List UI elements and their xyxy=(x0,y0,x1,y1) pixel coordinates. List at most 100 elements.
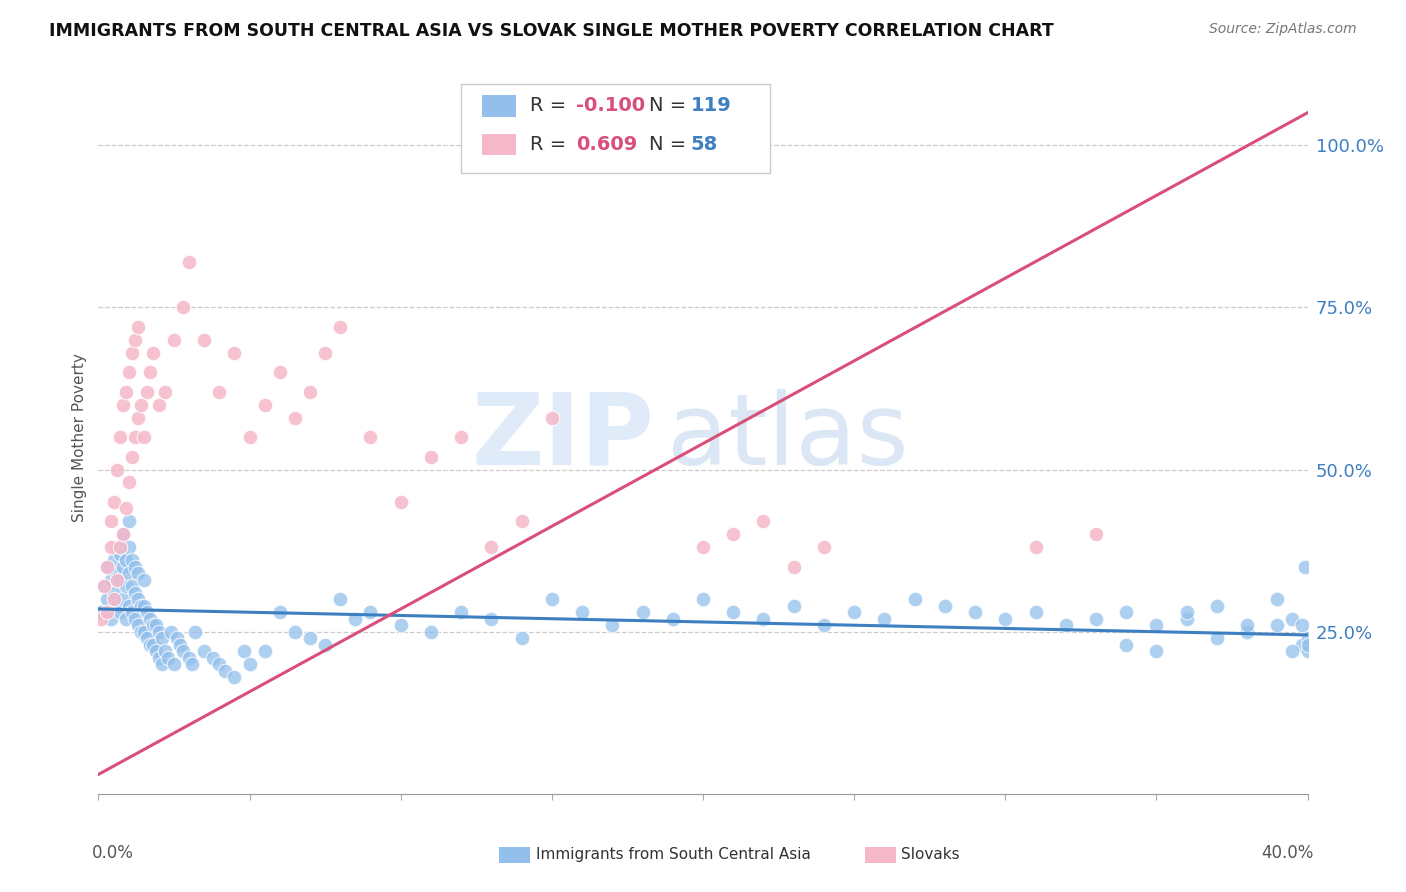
Point xyxy=(172,301,194,315)
Point xyxy=(1206,599,1229,613)
Text: 119: 119 xyxy=(690,96,731,115)
Point xyxy=(1294,559,1316,574)
Point xyxy=(105,541,128,555)
Point xyxy=(139,365,162,379)
Point xyxy=(118,475,141,490)
Point xyxy=(1291,618,1313,632)
Point xyxy=(108,605,131,619)
Point xyxy=(114,384,136,399)
Point xyxy=(142,345,165,359)
Point xyxy=(163,657,186,672)
Point xyxy=(108,547,131,561)
FancyBboxPatch shape xyxy=(461,84,769,173)
Point xyxy=(752,612,775,626)
Point xyxy=(132,430,155,444)
Point xyxy=(450,605,472,619)
Point xyxy=(1267,592,1289,607)
Point xyxy=(153,644,176,658)
Text: Slovaks: Slovaks xyxy=(901,847,960,862)
Point xyxy=(105,566,128,581)
Point xyxy=(420,624,443,639)
Point xyxy=(111,559,134,574)
Point xyxy=(661,612,683,626)
Text: R =: R = xyxy=(530,135,572,154)
Point xyxy=(121,579,143,593)
Point xyxy=(111,527,134,541)
Y-axis label: Single Mother Poverty: Single Mother Poverty xyxy=(72,352,87,522)
Point xyxy=(100,573,122,587)
Point xyxy=(127,592,149,607)
Point xyxy=(166,631,188,645)
Point xyxy=(124,430,146,444)
Point xyxy=(314,638,336,652)
Point xyxy=(540,410,562,425)
Point xyxy=(360,430,382,444)
Point xyxy=(114,612,136,626)
Point xyxy=(145,644,167,658)
Point xyxy=(100,541,122,555)
Point xyxy=(1024,605,1046,619)
Point xyxy=(103,586,125,600)
Point xyxy=(813,541,835,555)
FancyBboxPatch shape xyxy=(482,95,516,117)
Point xyxy=(135,605,157,619)
Point xyxy=(329,592,352,607)
Point xyxy=(135,631,157,645)
Point xyxy=(329,319,352,334)
Point xyxy=(389,495,412,509)
Point xyxy=(389,618,412,632)
Point xyxy=(105,599,128,613)
Point xyxy=(108,430,131,444)
Point xyxy=(96,559,118,574)
Point xyxy=(224,345,246,359)
Point xyxy=(253,398,276,412)
Point xyxy=(145,618,167,632)
Point xyxy=(132,624,155,639)
Point xyxy=(148,624,170,639)
Point xyxy=(239,430,262,444)
Point xyxy=(1024,541,1046,555)
Point xyxy=(692,541,714,555)
Point xyxy=(299,384,322,399)
Point xyxy=(269,365,291,379)
Point xyxy=(90,605,112,619)
Point xyxy=(1281,644,1303,658)
Point xyxy=(103,592,125,607)
Point xyxy=(111,592,134,607)
Point xyxy=(1085,612,1108,626)
Point xyxy=(148,650,170,665)
Point xyxy=(540,592,562,607)
Point xyxy=(127,566,149,581)
Point xyxy=(100,515,122,529)
Point xyxy=(1281,612,1303,626)
Point xyxy=(602,618,624,632)
Point xyxy=(1085,527,1108,541)
Point xyxy=(510,631,533,645)
Point xyxy=(994,612,1017,626)
Point xyxy=(934,599,956,613)
Point xyxy=(1291,638,1313,652)
Point xyxy=(127,618,149,632)
Point xyxy=(783,599,806,613)
Point xyxy=(111,527,134,541)
Point xyxy=(105,462,128,476)
Point xyxy=(172,644,194,658)
Point xyxy=(129,624,152,639)
Point xyxy=(118,566,141,581)
Point xyxy=(93,579,115,593)
Point xyxy=(481,612,503,626)
Point xyxy=(1296,644,1319,658)
Point xyxy=(844,605,866,619)
Point xyxy=(124,333,146,347)
Point xyxy=(108,541,131,555)
Point xyxy=(142,618,165,632)
Point xyxy=(153,384,176,399)
Point xyxy=(150,631,173,645)
Point xyxy=(631,605,654,619)
Point xyxy=(239,657,262,672)
Point xyxy=(156,650,179,665)
Text: R =: R = xyxy=(530,96,572,115)
Point xyxy=(124,612,146,626)
Point xyxy=(132,599,155,613)
Point xyxy=(114,579,136,593)
